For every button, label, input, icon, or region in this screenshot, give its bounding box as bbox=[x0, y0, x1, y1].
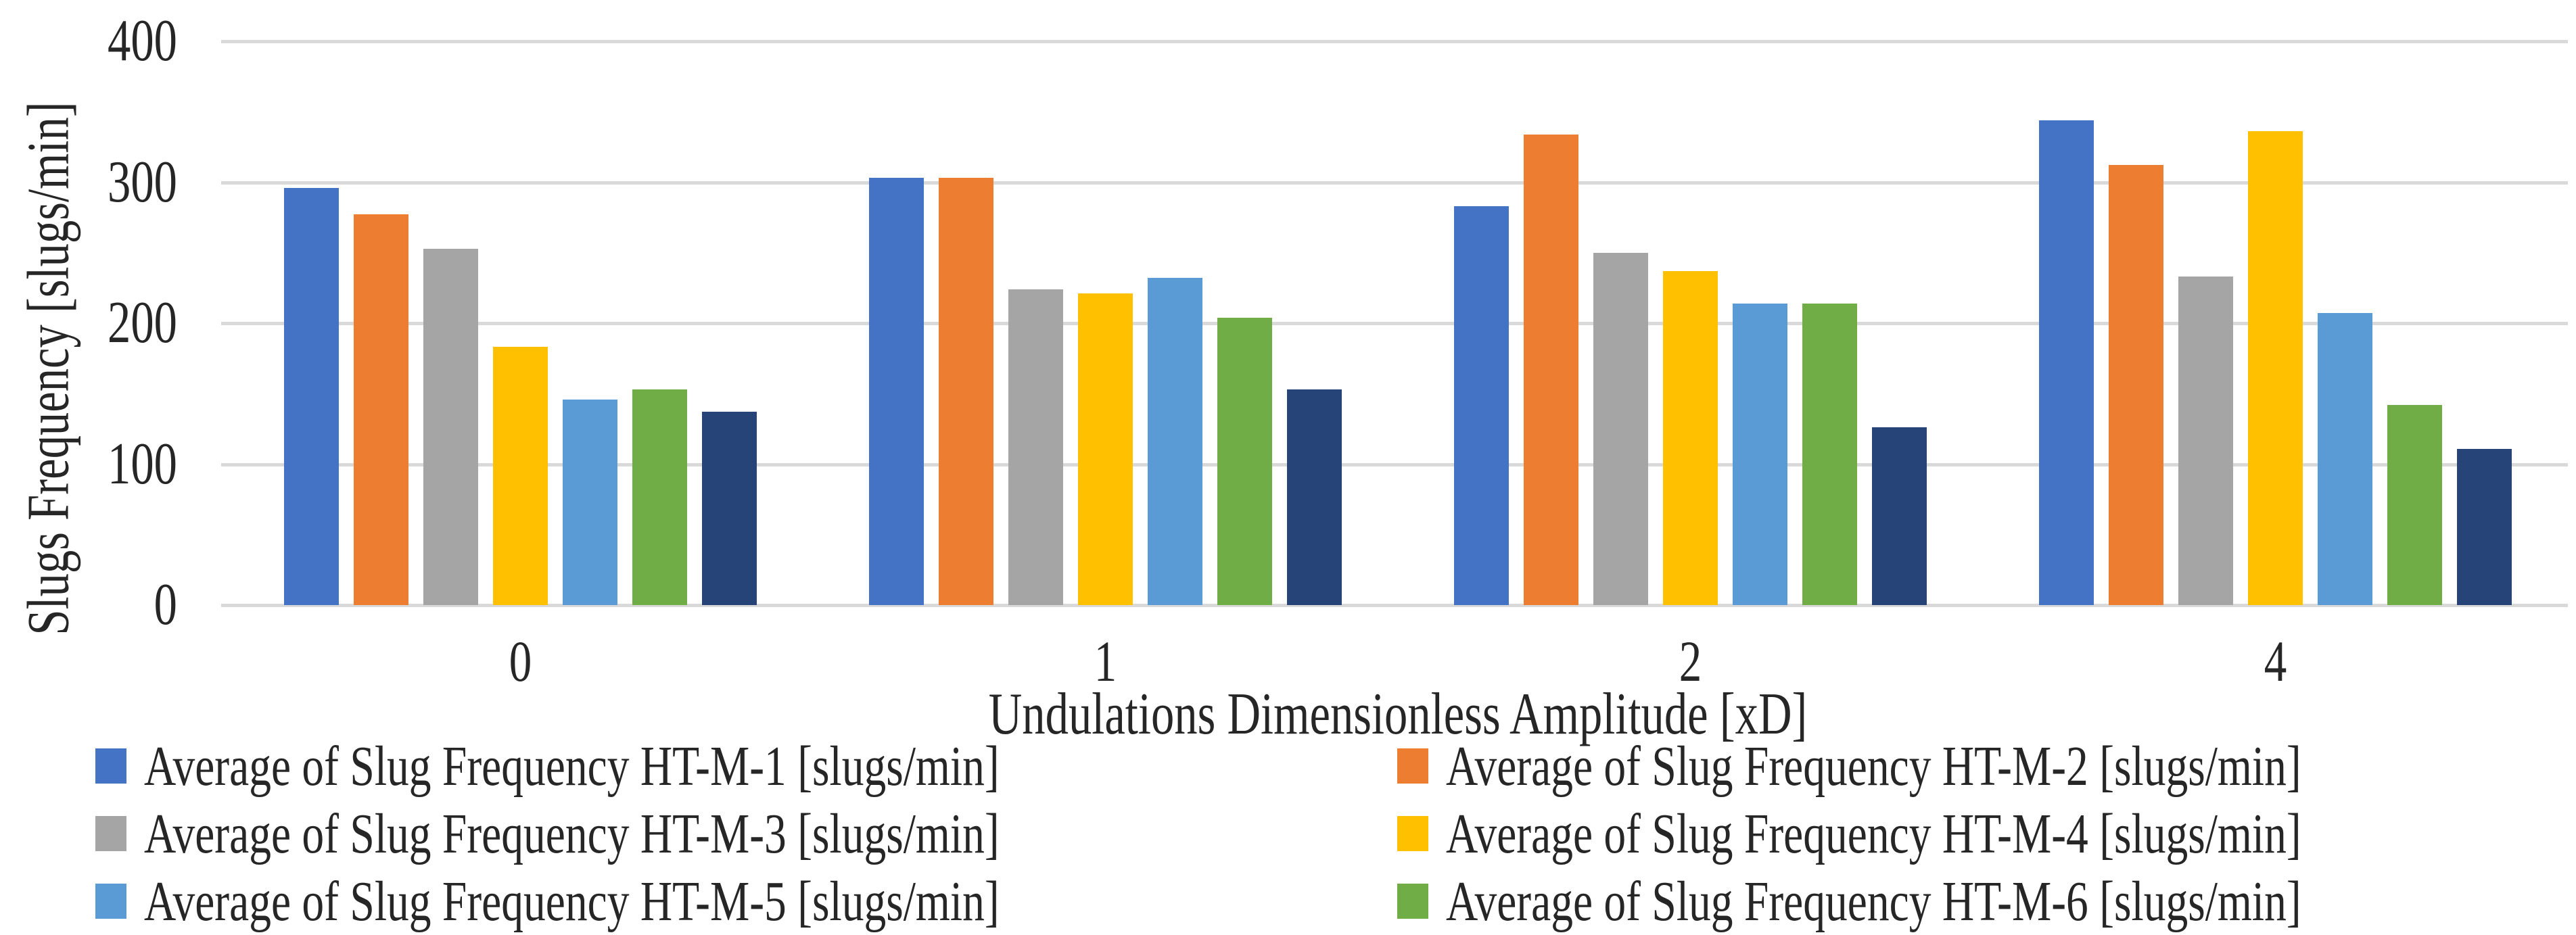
x-category-label-2: 2 bbox=[1398, 627, 1983, 695]
bar-series6-cat4 bbox=[2387, 404, 2442, 605]
bar-series4-cat0 bbox=[493, 347, 548, 605]
x-category-text: 4 bbox=[2264, 629, 2287, 694]
y-axis-tick-labels: 0 100 200 300 400 bbox=[0, 0, 177, 935]
legend-label: Average of Slug Frequency HT-M-5 [slugs/… bbox=[144, 869, 1240, 934]
y-tick-text: 200 bbox=[108, 290, 177, 356]
x-axis-title-text: Undulations Dimensionless Amplitude [xD] bbox=[988, 681, 1808, 747]
legend-swatch-icon bbox=[95, 816, 126, 851]
bar-series1-cat1 bbox=[869, 178, 924, 605]
legend-label: Average of Slug Frequency HT-M-3 [slugs/… bbox=[144, 801, 1240, 867]
y-tick-text: 300 bbox=[108, 149, 177, 215]
legend-item-5: Average of Slug Frequency HT-M-5 [slugs/… bbox=[95, 869, 1397, 933]
bar-series2-cat2 bbox=[1524, 134, 1578, 605]
bar-series5-cat1 bbox=[1148, 278, 1202, 605]
legend-label-text: Average of Slug Frequency HT-M-6 [slugs/… bbox=[1446, 869, 2301, 933]
legend-label: Average of Slug Frequency HT-M-4 [slugs/… bbox=[1446, 801, 2542, 867]
x-axis-title: Undulations Dimensionless Amplitude [xD] bbox=[228, 680, 2568, 748]
bar-series2-cat0 bbox=[354, 214, 408, 605]
bar-group-2 bbox=[1398, 41, 1983, 605]
bar-series6-cat0 bbox=[632, 389, 687, 605]
y-tick-label-200: 200 bbox=[0, 289, 177, 357]
legend-item-1: Average of Slug Frequency HT-M-1 [slugs/… bbox=[95, 734, 1397, 798]
y-tick-label-300: 300 bbox=[0, 149, 177, 216]
bar-series3-cat0 bbox=[423, 248, 478, 605]
bar-series2-cat4 bbox=[2109, 165, 2163, 605]
bar-group-1 bbox=[813, 41, 1398, 605]
gridline-200 bbox=[221, 322, 2568, 325]
bar-series5-cat2 bbox=[1733, 303, 1787, 605]
y-tick-label-100: 100 bbox=[0, 431, 177, 498]
legend-label-text: Average of Slug Frequency HT-M-1 [slugs/… bbox=[144, 734, 1000, 798]
bar-series2-cat1 bbox=[939, 178, 993, 605]
legend-label-text: Average of Slug Frequency HT-M-2 [slugs/… bbox=[1446, 734, 2301, 798]
bar-series6-cat2 bbox=[1802, 303, 1857, 605]
bar-series5-cat4 bbox=[2318, 313, 2372, 605]
legend-swatch-icon bbox=[95, 884, 126, 919]
bar-group-0 bbox=[228, 41, 813, 605]
bar-series7-cat4 bbox=[2457, 448, 2512, 605]
legend-label: Average of Slug Frequency HT-M-1 [slugs/… bbox=[144, 734, 1240, 799]
bars-layer bbox=[228, 41, 2568, 605]
gridline-0 bbox=[221, 604, 2568, 607]
legend-label-text: Average of Slug Frequency HT-M-4 [slugs/… bbox=[1446, 802, 2301, 865]
legend-item-3: Average of Slug Frequency HT-M-3 [slugs/… bbox=[95, 802, 1397, 865]
x-category-text: 0 bbox=[509, 629, 532, 694]
bar-series7-cat2 bbox=[1872, 427, 1927, 605]
x-category-label-1: 1 bbox=[813, 627, 1398, 695]
legend-label-text: Average of Slug Frequency HT-M-3 [slugs/… bbox=[144, 802, 1000, 865]
y-tick-text: 400 bbox=[108, 8, 177, 74]
bar-series7-cat0 bbox=[702, 412, 757, 605]
legend-item-2: Average of Slug Frequency HT-M-2 [slugs/… bbox=[1397, 734, 2542, 798]
legend: Average of Slug Frequency HT-M-1 [slugs/… bbox=[95, 734, 2542, 933]
legend-swatch-icon bbox=[1397, 884, 1428, 919]
x-category-label-0: 0 bbox=[228, 627, 813, 695]
bar-series6-cat1 bbox=[1217, 317, 1272, 605]
legend-label-text: Average of Slug Frequency HT-M-5 [slugs/… bbox=[144, 869, 1000, 933]
legend-swatch-icon bbox=[1397, 748, 1428, 784]
legend-swatch-icon bbox=[1397, 816, 1428, 851]
bar-series3-cat2 bbox=[1593, 252, 1648, 605]
x-category-text: 2 bbox=[1679, 629, 1702, 694]
legend-item-4: Average of Slug Frequency HT-M-4 [slugs/… bbox=[1397, 802, 2542, 865]
bar-group-4 bbox=[1983, 41, 2568, 605]
bar-series3-cat4 bbox=[2178, 277, 2233, 605]
legend-label: Average of Slug Frequency HT-M-2 [slugs/… bbox=[1446, 734, 2542, 799]
y-tick-text: 0 bbox=[154, 572, 177, 638]
bar-series3-cat1 bbox=[1008, 289, 1063, 605]
bar-series1-cat0 bbox=[284, 187, 339, 605]
gridline-100 bbox=[221, 462, 2568, 466]
x-category-text: 1 bbox=[1094, 629, 1117, 694]
x-axis-category-labels: 0 1 2 4 bbox=[228, 627, 2568, 695]
plot-area bbox=[221, 40, 2568, 607]
bar-series1-cat2 bbox=[1454, 206, 1509, 605]
bar-series4-cat2 bbox=[1663, 270, 1718, 605]
bar-series5-cat0 bbox=[563, 399, 617, 605]
legend-label: Average of Slug Frequency HT-M-6 [slugs/… bbox=[1446, 869, 2542, 934]
bar-series7-cat1 bbox=[1287, 389, 1342, 605]
bar-series4-cat4 bbox=[2248, 131, 2303, 605]
bar-series4-cat1 bbox=[1078, 293, 1133, 605]
gridline-300 bbox=[221, 181, 2568, 185]
legend-item-6: Average of Slug Frequency HT-M-6 [slugs/… bbox=[1397, 869, 2542, 933]
x-category-label-4: 4 bbox=[1983, 627, 2568, 695]
legend-swatch-icon bbox=[95, 748, 126, 784]
y-tick-label-0: 0 bbox=[0, 571, 177, 639]
gridline-400 bbox=[221, 40, 2568, 43]
y-tick-text: 100 bbox=[108, 431, 177, 497]
bar-series1-cat4 bbox=[2039, 120, 2094, 605]
y-tick-label-400: 400 bbox=[0, 7, 177, 75]
